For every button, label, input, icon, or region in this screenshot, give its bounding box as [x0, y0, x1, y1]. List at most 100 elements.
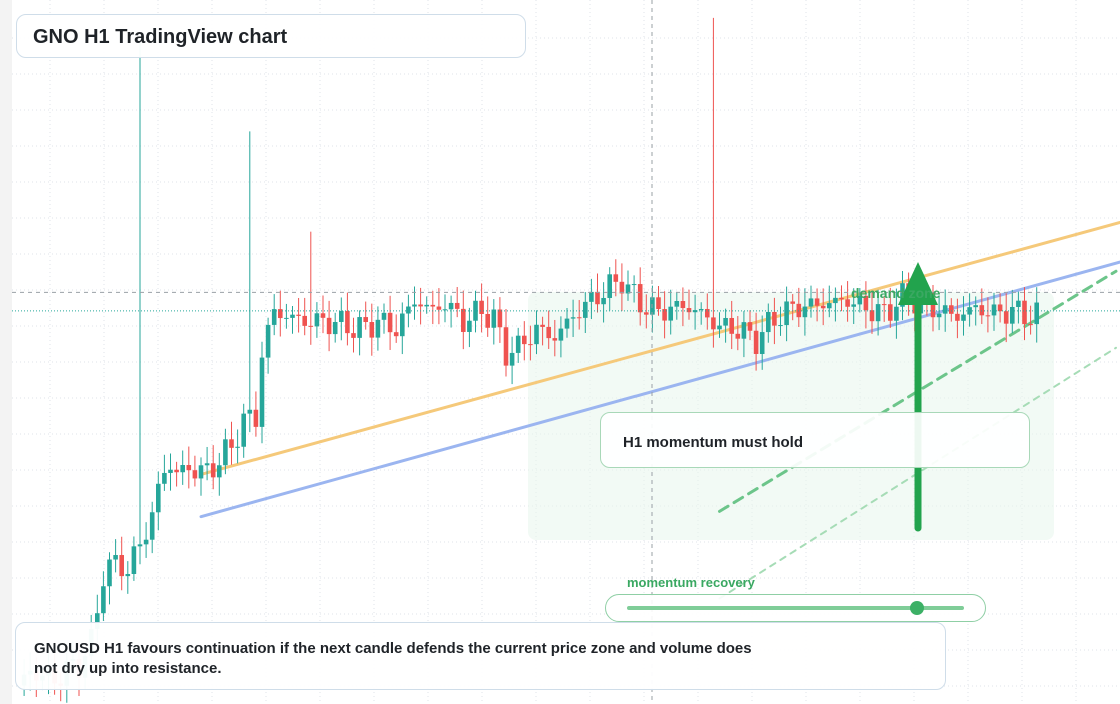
- candle-body: [290, 314, 295, 318]
- candle-body: [186, 465, 192, 471]
- candle-body: [375, 319, 381, 338]
- candle-body: [461, 308, 466, 332]
- candle-body: [1016, 300, 1021, 307]
- trendline-resistance: [199, 220, 1120, 476]
- candle-body: [253, 409, 259, 427]
- candle-body: [491, 309, 497, 328]
- candle-body: [503, 327, 509, 366]
- candle-body: [741, 322, 747, 339]
- candle-body: [863, 295, 869, 311]
- candle-body: [814, 298, 820, 306]
- candle-body: [955, 313, 960, 321]
- candle-body: [448, 302, 454, 310]
- candle-body: [729, 317, 734, 334]
- candle-body: [424, 304, 429, 307]
- candle-body: [888, 304, 893, 321]
- candle-body: [723, 317, 728, 326]
- candle-body: [180, 465, 185, 473]
- candle-body: [235, 446, 240, 448]
- candle-body: [973, 305, 978, 308]
- candle-body: [583, 301, 588, 318]
- candle-body: [662, 309, 667, 321]
- candle-body: [101, 586, 106, 614]
- candle-body: [570, 317, 576, 319]
- candle-body: [393, 332, 399, 337]
- candle-body: [107, 559, 112, 587]
- candle-body: [692, 310, 698, 313]
- candle-body: [546, 326, 551, 339]
- momentum-slider[interactable]: [605, 594, 986, 622]
- candle-body: [772, 311, 777, 326]
- candle-body: [357, 317, 362, 338]
- candle-body: [162, 472, 167, 484]
- candle-body: [839, 297, 844, 300]
- candle-body: [418, 304, 423, 307]
- page-title: GNO H1 TradingView chart: [33, 26, 288, 48]
- candle-body: [894, 306, 899, 321]
- candle-body: [619, 281, 625, 294]
- candle-body: [320, 313, 326, 318]
- candle-body: [515, 335, 521, 353]
- candle-body: [674, 301, 680, 307]
- candle-body: [210, 463, 216, 478]
- candle-body: [131, 546, 137, 574]
- candle-body: [271, 309, 277, 325]
- candle-body: [881, 304, 887, 306]
- momentum-slider-thumb[interactable]: [909, 601, 924, 615]
- candle-body: [900, 283, 905, 307]
- candle-body: [223, 439, 228, 466]
- candle-body: [485, 313, 490, 328]
- candle-body: [241, 413, 246, 447]
- candle-body: [284, 317, 289, 319]
- candle-body: [778, 325, 783, 327]
- candle-body: [979, 305, 985, 316]
- candle-body: [204, 463, 210, 466]
- candle-body: [192, 470, 198, 479]
- candle-body: [387, 312, 393, 333]
- candle-body: [589, 291, 594, 302]
- candle-body: [174, 469, 179, 473]
- candle-body: [558, 328, 564, 341]
- candle-body: [229, 439, 234, 448]
- candle-body: [747, 322, 753, 331]
- summary-text: GNOUSD H1 favours continuation if the ne…: [34, 640, 752, 677]
- candle-body: [808, 298, 814, 307]
- candle-body: [534, 324, 539, 345]
- candle-body: [833, 297, 838, 304]
- candle-body: [656, 297, 661, 310]
- candle-body: [820, 305, 826, 309]
- crosshair: [12, 0, 1120, 704]
- candle-body: [522, 335, 527, 345]
- candle-body: [406, 306, 411, 314]
- candle-body: [644, 312, 649, 315]
- candle-body: [961, 314, 966, 321]
- candle-body: [637, 284, 643, 313]
- candle-body: [467, 320, 472, 332]
- candle-body: [332, 321, 338, 335]
- candle-body: [119, 555, 124, 577]
- candle-body: [351, 333, 356, 338]
- candle-body: [259, 357, 265, 427]
- candle-body: [442, 309, 448, 311]
- momentum-callout: H1 momentum must hold: [600, 412, 1030, 468]
- candle-body: [1034, 302, 1039, 325]
- candle-body: [717, 325, 722, 330]
- candle-body: [607, 274, 612, 298]
- candle-body: [564, 318, 570, 329]
- candle-body: [601, 297, 606, 305]
- candle-body: [869, 310, 875, 322]
- candle-body: [168, 469, 173, 473]
- candle-body: [326, 317, 332, 335]
- demand-arrow-head: [898, 262, 938, 305]
- candle-body: [381, 312, 387, 320]
- candle-body: [766, 311, 771, 333]
- candle-body: [1022, 300, 1027, 325]
- candle-body: [247, 409, 253, 414]
- candle-body: [296, 314, 301, 316]
- candle-body: [509, 352, 515, 366]
- candle-body: [278, 309, 283, 319]
- momentum-callout-text: H1 momentum must hold: [623, 434, 804, 451]
- candle-body: [1010, 306, 1015, 324]
- candle-body: [113, 555, 118, 560]
- candle-body: [363, 317, 368, 323]
